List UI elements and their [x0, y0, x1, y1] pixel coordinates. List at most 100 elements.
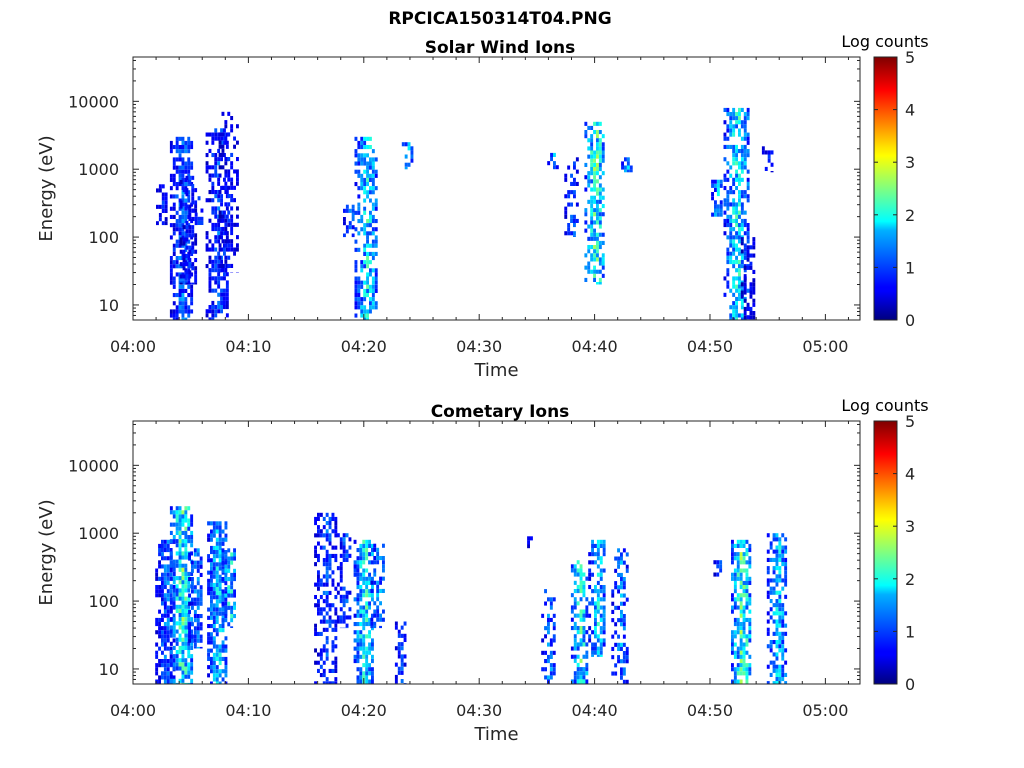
heatmap-cell — [729, 235, 733, 240]
heatmap-cell — [733, 585, 737, 590]
heatmap-cell — [351, 212, 355, 217]
heatmap-cell — [357, 157, 361, 162]
heatmap-cell — [194, 258, 198, 263]
heatmap-cell — [184, 510, 188, 515]
heatmap-cell — [193, 589, 197, 594]
heatmap-cell — [354, 260, 358, 265]
heatmap-cell — [596, 646, 600, 651]
heatmap-cell — [205, 231, 209, 236]
heatmap-cell — [218, 210, 222, 215]
heatmap-cell — [190, 202, 194, 207]
heatmap-cell — [353, 564, 357, 569]
heatmap-cell — [223, 276, 226, 281]
heatmap-cell — [334, 681, 338, 684]
heatmap-cell — [363, 297, 367, 302]
heatmap-cell — [328, 558, 332, 563]
heatmap-cell — [199, 556, 203, 561]
heatmap-cell — [210, 558, 213, 563]
heatmap-cell — [732, 144, 736, 149]
heatmap-cell — [573, 597, 577, 602]
heatmap-cell — [199, 646, 203, 649]
heatmap-cell — [169, 560, 173, 565]
heatmap-cell — [371, 256, 375, 261]
heatmap-cell — [366, 256, 369, 261]
heatmap-cell — [169, 194, 173, 199]
heatmap-cell — [187, 539, 191, 544]
heatmap-cell — [214, 136, 218, 141]
heatmap-cell — [184, 580, 188, 585]
heatmap-cell — [745, 585, 749, 590]
heatmap-cell — [590, 142, 594, 147]
heatmap-cell — [781, 623, 785, 628]
heatmap-cell — [376, 547, 380, 552]
heatmap-cell — [356, 556, 360, 561]
heatmap-cell — [742, 642, 746, 647]
heatmap-cell — [739, 650, 743, 655]
heatmap-cell — [576, 560, 580, 565]
heatmap-cell — [225, 305, 229, 310]
heatmap-cell — [319, 619, 323, 624]
heatmap-cell — [359, 552, 363, 557]
heatmap-cell — [733, 654, 737, 659]
heatmap-cell — [181, 682, 185, 684]
heatmap-cell — [738, 260, 741, 265]
heatmap-cell — [172, 654, 176, 659]
heatmap-cell — [579, 667, 583, 672]
heatmap-cell — [210, 578, 213, 583]
heatmap-cell — [158, 679, 161, 684]
heatmap-cell — [573, 646, 577, 651]
heatmap-cell — [353, 646, 357, 651]
heatmap-cell — [197, 216, 201, 221]
heatmap-cell — [778, 611, 782, 616]
heatmap-cell — [596, 580, 600, 585]
heatmap-cell — [223, 153, 226, 158]
heatmap-cell — [194, 278, 198, 283]
heatmap-cell — [371, 626, 374, 631]
heatmap-cell — [191, 216, 195, 221]
heatmap-cell — [194, 216, 198, 221]
heatmap-cell — [374, 276, 378, 281]
heatmap-cell — [733, 576, 737, 581]
heatmap-cell — [593, 130, 596, 135]
heatmap-cell — [190, 297, 194, 302]
heatmap-cell — [322, 660, 326, 665]
heatmap-cell — [328, 607, 332, 612]
heatmap-cell — [172, 206, 176, 211]
heatmap-cell — [576, 568, 580, 573]
heatmap-cell — [210, 636, 213, 641]
heatmap-cell — [172, 571, 176, 576]
heatmap-cell — [193, 614, 197, 619]
heatmap-cell — [587, 224, 591, 229]
heatmap-cell — [731, 638, 734, 643]
heatmap-cell — [598, 150, 602, 155]
heatmap-cell — [354, 276, 358, 281]
heatmap-cell — [325, 570, 329, 575]
heatmap-cell — [738, 194, 741, 199]
colorbar-tick-label: 1 — [905, 258, 915, 277]
heatmap-cell — [594, 642, 597, 647]
heatmap-cell — [582, 671, 586, 676]
heatmap-cell — [155, 572, 159, 577]
heatmap-cell — [769, 644, 773, 649]
heatmap-cell — [775, 599, 779, 604]
heatmap-cell — [742, 630, 746, 635]
heatmap-cell — [225, 144, 229, 149]
heatmap-cell — [601, 158, 605, 163]
heatmap-cell — [591, 646, 594, 651]
heatmap-cell — [784, 611, 788, 616]
heatmap-cell — [570, 214, 573, 219]
heatmap-cell — [369, 297, 372, 302]
heatmap-cell — [224, 268, 228, 273]
heatmap-cell — [620, 609, 623, 614]
heatmap-cell — [769, 586, 773, 591]
heatmap-cell — [552, 634, 556, 639]
heatmap-cell — [573, 165, 576, 170]
heatmap-cell — [400, 662, 404, 667]
heatmap-cell — [328, 603, 332, 608]
heatmap-cell — [194, 233, 198, 238]
heatmap-cell — [593, 199, 596, 204]
heatmap-cell — [582, 630, 586, 635]
heatmap-cell — [584, 208, 588, 213]
heatmap-cell — [590, 167, 594, 172]
heatmap-cell — [588, 576, 592, 581]
